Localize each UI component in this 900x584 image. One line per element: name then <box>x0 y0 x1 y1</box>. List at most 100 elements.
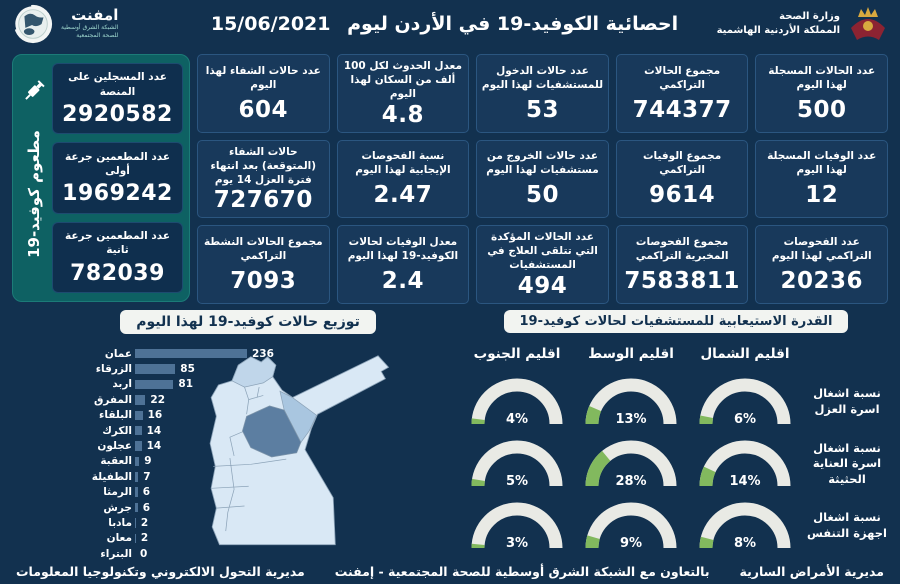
vaccine-stat-label: عدد المطعمين جرعة ثانية <box>64 229 171 257</box>
vaccine-panel: عدد المسجلين على المنصة 2920582 عدد المطعم… <box>12 54 190 302</box>
stat-value: 500 <box>796 96 847 123</box>
bar-row: الزرقاء 85 <box>72 361 282 376</box>
gauge-cell: 13% <box>574 372 688 432</box>
bar-row: مادبا 2 <box>72 515 282 530</box>
bar-label: الرمثا <box>103 486 132 499</box>
footer: مديرية الأمراض السارية بالتعاون مع الشبك… <box>0 558 900 584</box>
vaccine-stat-value: 2920582 <box>62 102 173 127</box>
vaccine-stat-box: عدد المسجلين على المنصة 2920582 <box>52 63 183 135</box>
stat-value: 12 <box>805 182 839 209</box>
stats-section: عدد الحالات المسجلة لهذا اليوم 500 مجموع ا… <box>0 48 900 306</box>
gauge-arc <box>585 502 677 549</box>
distribution-title: توزيع حالات كوفيد-19 لهذا اليوم <box>120 310 376 334</box>
bar-row: المفرق 22 <box>72 392 282 407</box>
stat-box: عدد الحالات المؤكدة التي تتلقى العلاج في… <box>476 225 609 304</box>
bar <box>135 533 136 544</box>
bar-value: 0 <box>140 547 148 560</box>
bar <box>135 425 142 436</box>
bar-label: العقبة <box>100 455 132 468</box>
gauge-value: 28% <box>615 474 647 489</box>
map-region-irbid <box>231 356 277 388</box>
bar <box>135 502 138 513</box>
map-boundaries <box>211 386 287 532</box>
emphnet-text: امفنت الشبكة الشرق أوسطية للصحة المجتمعي… <box>61 7 118 41</box>
bar <box>135 364 176 374</box>
page-title: احصائية الكوفيد-19 في الأردن ليوم 15/06/… <box>211 13 678 35</box>
stat-label: عدد الحالات المؤكدة التي تتلقى العلاج في… <box>487 231 598 272</box>
bar-row: الطفيلة 7 <box>72 469 282 484</box>
gauge-arc <box>471 440 563 487</box>
stat-label: عدد حالات الدخول للمستشفيات لهذا اليوم <box>481 64 604 91</box>
gauge-cell: 4% <box>460 372 574 432</box>
stat-label: عدد حالات الخروج من مستشفيات لهذا اليوم <box>486 150 599 177</box>
bar <box>135 456 140 467</box>
map-region-amman <box>242 405 302 458</box>
bar <box>135 487 138 497</box>
stat-box: عدد الفحوصات التراكمي لهذا اليوم 20236 <box>755 225 888 304</box>
vaccine-stat-label: عدد المسجلين على المنصة <box>68 71 167 98</box>
stat-box: معدل الحدوث لكل 100 ألف من السكان لهذا ا… <box>336 54 470 133</box>
bar <box>135 441 142 451</box>
footer-left: مديرية التحول الالكتروني وتكنولوجيا المع… <box>16 563 305 579</box>
emphnet-logo: امفنت الشبكة الشرق أوسطية للصحة المجتمعي… <box>12 3 203 45</box>
gauge-arc <box>471 378 563 425</box>
region-header: اقليم الوسط <box>588 346 674 362</box>
bars-list: عمان 236 الزرقاء 85 اربد 81 المفرق 22 البلقاء 16 ا… <box>72 346 282 561</box>
bar-value: 16 <box>147 409 163 422</box>
stat-box: معدل الوفيات لحالات الكوفيد-19 لهذا اليو… <box>336 225 470 304</box>
stat-value: 2.47 <box>373 182 433 209</box>
stat-value: 7583811 <box>624 267 740 294</box>
stat-label: معدل الوفيات لحالات الكوفيد-19 لهذا اليو… <box>347 235 459 262</box>
syringe-icon <box>25 80 45 100</box>
ministry-name: وزارة الصحة <box>779 11 840 22</box>
gauge-arc <box>699 440 791 487</box>
stat-box: مجموع الوفيات التراكمي 9614 <box>615 139 749 219</box>
bar-value: 6 <box>142 486 151 499</box>
bar <box>135 518 136 528</box>
bottom-section: القدرة الاستيعابية للمستشفيات لحالات كوف… <box>0 306 900 561</box>
stat-box: حالات الشفاء (المتوقعة) بعد انتهاء فترة … <box>197 139 330 219</box>
ministry-text: وزارة الصحة المملكة الأردنية الهاشمية <box>717 10 840 38</box>
gauge-cell: 6% <box>688 372 802 432</box>
stat-label: عدد حالات الشفاء لهذا اليوم <box>205 64 321 91</box>
gauge-value: 9% <box>619 536 643 551</box>
bar-label: عجلون <box>97 440 132 453</box>
stat-label: عدد الفحوصات التراكمي لهذا اليوم <box>771 235 872 262</box>
jordan-map-svg <box>209 355 390 546</box>
bar-value: 14 <box>146 424 162 437</box>
stat-value: 727670 <box>213 187 313 214</box>
stat-label: معدل الحدوث لكل 100 ألف من السكان لهذا ا… <box>343 60 462 101</box>
capacity-grid-corner <box>802 346 892 370</box>
stat-value: 4.8 <box>381 101 425 128</box>
ministry-country: المملكة الأردنية الهاشمية <box>716 25 840 36</box>
stats-grid: عدد الحالات المسجلة لهذا اليوم 500 مجموع ا… <box>197 54 888 304</box>
bar-value: 81 <box>178 378 194 391</box>
stat-label: حالات الشفاء (المتوقعة) بعد انتهاء فترة … <box>210 145 317 186</box>
bar-row: جرش 6 <box>72 500 282 515</box>
capacity-title: القدرة الاستيعابية للمستشفيات لحالات كوف… <box>503 310 849 333</box>
gauge-cell: 8% <box>688 496 802 556</box>
footer-right: مديرية الأمراض السارية <box>739 563 884 579</box>
gauge-value: 5% <box>505 474 529 489</box>
gauge-arc <box>585 440 677 487</box>
stat-value: 494 <box>517 272 568 299</box>
vaccine-stat-value: 782039 <box>70 260 165 286</box>
bar-label: الكرك <box>102 424 132 437</box>
bar-label: البتراء <box>100 547 132 560</box>
bar-value: 22 <box>150 393 166 406</box>
bar-label: جرش <box>103 501 132 514</box>
bar-value: 6 <box>142 501 151 514</box>
bar <box>135 379 174 390</box>
gauge-cell: 3% <box>460 496 574 556</box>
stat-value: 53 <box>526 96 560 123</box>
emphnet-subline-1: الشبكة الشرق أوسطية <box>61 23 119 31</box>
vaccine-stat-box: عدد المطعمين جرعة ثانية 782039 <box>52 221 183 293</box>
bar-row: عمان 236 <box>72 346 282 361</box>
hospital-capacity-panel: القدرة الاستيعابية للمستشفيات لحالات كوف… <box>460 310 892 558</box>
gauge-cell: 28% <box>574 434 688 494</box>
stat-label: مجموع الوفيات التراكمي <box>642 150 722 177</box>
bar-row: معان 2 <box>72 531 282 546</box>
gauge-cell: 14% <box>688 434 802 494</box>
jordan-map <box>184 332 424 558</box>
